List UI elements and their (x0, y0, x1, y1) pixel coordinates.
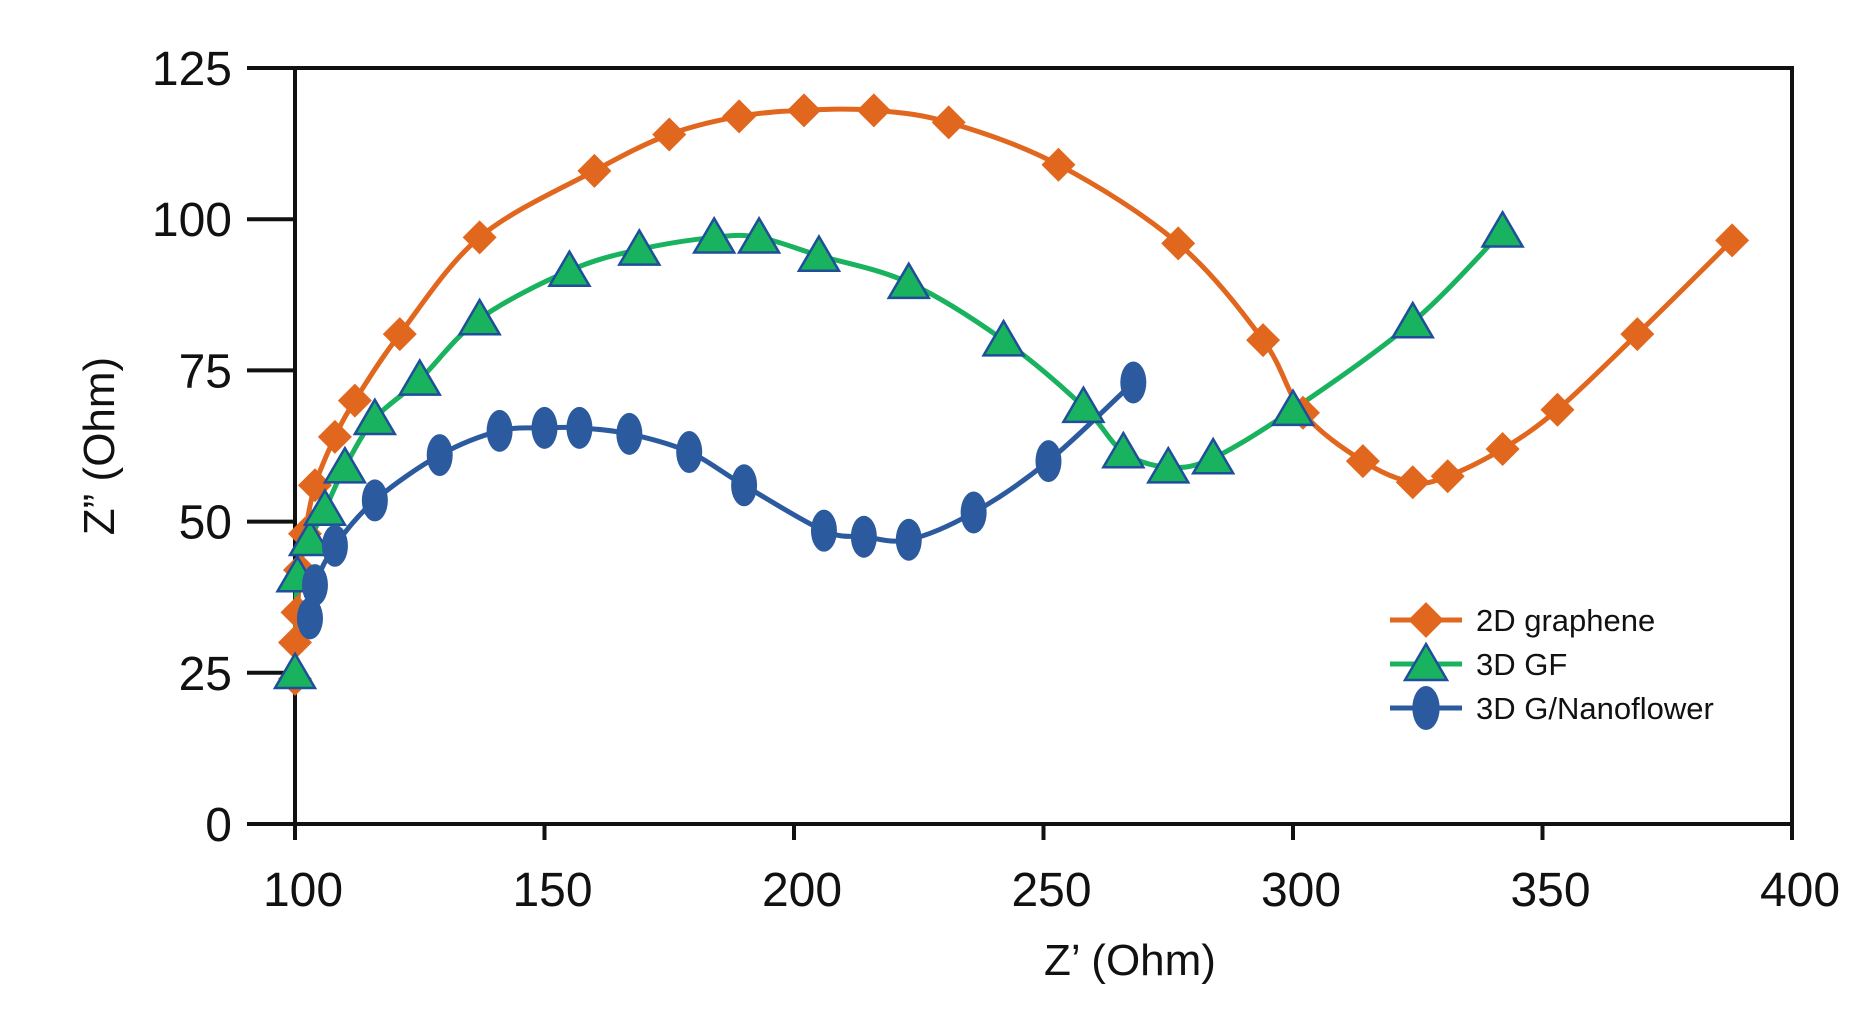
point-3d-gf-21 (1480, 209, 1525, 248)
point-3d-g-nanoflower-11 (810, 509, 837, 552)
point-3d-gf-9 (617, 227, 662, 266)
point-3d-g-nanoflower-4 (426, 434, 453, 477)
axis-ticks: 100 150 200 250 300 350 400 0 25 50 75 100 125 (152, 43, 1840, 917)
legend-marker-3d-gf (1402, 641, 1450, 682)
point-3d-gf-7 (457, 297, 502, 336)
point-3d-g-nanoflower-9 (676, 431, 703, 474)
y-tick-label-0: 0 (205, 799, 232, 852)
series-line-2d-graphene (292, 106, 1735, 682)
x-tick-label-400: 400 (1760, 864, 1840, 917)
point-2d-graphene-24 (1540, 392, 1575, 427)
point-3d-gf-5 (352, 397, 398, 436)
x-tick-label-200: 200 (762, 864, 842, 917)
point-2d-graphene-17 (1161, 226, 1196, 261)
series-curves (292, 106, 1735, 682)
y-tick-label-125: 125 (152, 43, 232, 96)
point-3d-gf-19 (1270, 388, 1316, 427)
point-2d-graphene-23 (1485, 432, 1520, 467)
point-3d-gf-15 (1061, 385, 1106, 424)
point-3d-gf-11 (736, 215, 782, 254)
point-2d-graphene-15 (931, 105, 966, 140)
legend-label-3d-gf: 3D GF (1476, 647, 1567, 682)
point-3d-g-nanoflower-15 (1035, 440, 1062, 483)
point-2d-graphene-26 (1715, 223, 1750, 258)
point-2d-graphene-13 (786, 93, 821, 128)
point-3d-g-nanoflower-6 (531, 406, 558, 449)
point-3d-gf-20 (1390, 300, 1435, 339)
point-2d-graphene-11 (652, 117, 687, 152)
y-tick-label-100: 100 (152, 194, 232, 247)
x-tick-label-250: 250 (1011, 864, 1091, 917)
point-2d-graphene-20 (1345, 444, 1380, 479)
point-3d-g-nanoflower-8 (616, 412, 643, 455)
point-3d-g-nanoflower-14 (960, 491, 987, 534)
point-2d-graphene-10 (577, 153, 612, 188)
point-2d-graphene-18 (1246, 323, 1281, 358)
point-3d-g-nanoflower-16 (1120, 361, 1147, 404)
point-3d-gf-17 (1146, 445, 1191, 484)
point-3d-gf-10 (691, 215, 737, 254)
point-3d-gf-6 (397, 357, 442, 396)
y-tick-label-75: 75 (179, 345, 232, 398)
point-2d-graphene-16 (1041, 147, 1076, 182)
point-3d-g-nanoflower-1 (301, 564, 328, 607)
point-3d-g-nanoflower-13 (895, 518, 922, 561)
legend-marker-3d-g-nanoflower (1412, 685, 1440, 731)
y-tick-label-25: 25 (179, 648, 232, 701)
legend-label-2d-graphene: 2D graphene (1476, 603, 1655, 638)
point-3d-gf-4 (322, 445, 368, 484)
y-tick-label-50: 50 (179, 497, 232, 550)
series-markers (272, 93, 1750, 696)
point-2d-graphene-6 (317, 419, 352, 454)
point-2d-graphene-7 (337, 383, 372, 418)
point-3d-gf-18 (1190, 436, 1236, 475)
point-2d-graphene-14 (856, 93, 891, 128)
point-3d-gf-0 (272, 651, 318, 690)
point-3d-gf-8 (547, 249, 592, 288)
point-2d-graphene-22 (1430, 459, 1465, 494)
point-3d-gf-16 (1101, 430, 1146, 469)
point-3d-gf-3 (302, 488, 348, 526)
point-3d-g-nanoflower-7 (566, 406, 593, 449)
point-2d-graphene-8 (382, 317, 417, 352)
legend: 2D graphene 3D GF 3D G/Nanoflower (1390, 602, 1714, 731)
point-3d-gf-13 (886, 261, 931, 300)
point-3d-gf-12 (796, 234, 842, 272)
point-2d-graphene-21 (1395, 465, 1430, 500)
point-3d-g-nanoflower-0 (296, 597, 323, 640)
series-line-3d-g-nanoflower (307, 380, 1136, 621)
point-3d-g-nanoflower-10 (731, 464, 758, 507)
x-tick-label-300: 300 (1261, 864, 1341, 917)
legend-label-3d-g-nanoflower: 3D G/Nanoflower (1476, 691, 1714, 726)
x-axis-title: Z’ (Ohm) (1044, 936, 1216, 985)
x-tick-label-350: 350 (1510, 864, 1590, 917)
legend-marker-2d-graphene (1408, 602, 1444, 638)
point-2d-graphene-12 (722, 99, 757, 134)
point-3d-g-nanoflower-12 (850, 515, 877, 558)
point-2d-graphene-9 (462, 220, 497, 255)
point-2d-graphene-25 (1620, 317, 1655, 352)
y-axis-title: Z” (Ohm) (75, 357, 124, 535)
point-3d-g-nanoflower-3 (361, 479, 388, 522)
x-tick-label-100: 100 (263, 864, 343, 917)
point-3d-gf-14 (981, 318, 1026, 357)
point-3d-g-nanoflower-2 (321, 524, 348, 567)
point-3d-g-nanoflower-5 (486, 409, 513, 452)
point-3d-gf-2 (287, 518, 333, 557)
x-tick-label-150: 150 (512, 864, 592, 917)
